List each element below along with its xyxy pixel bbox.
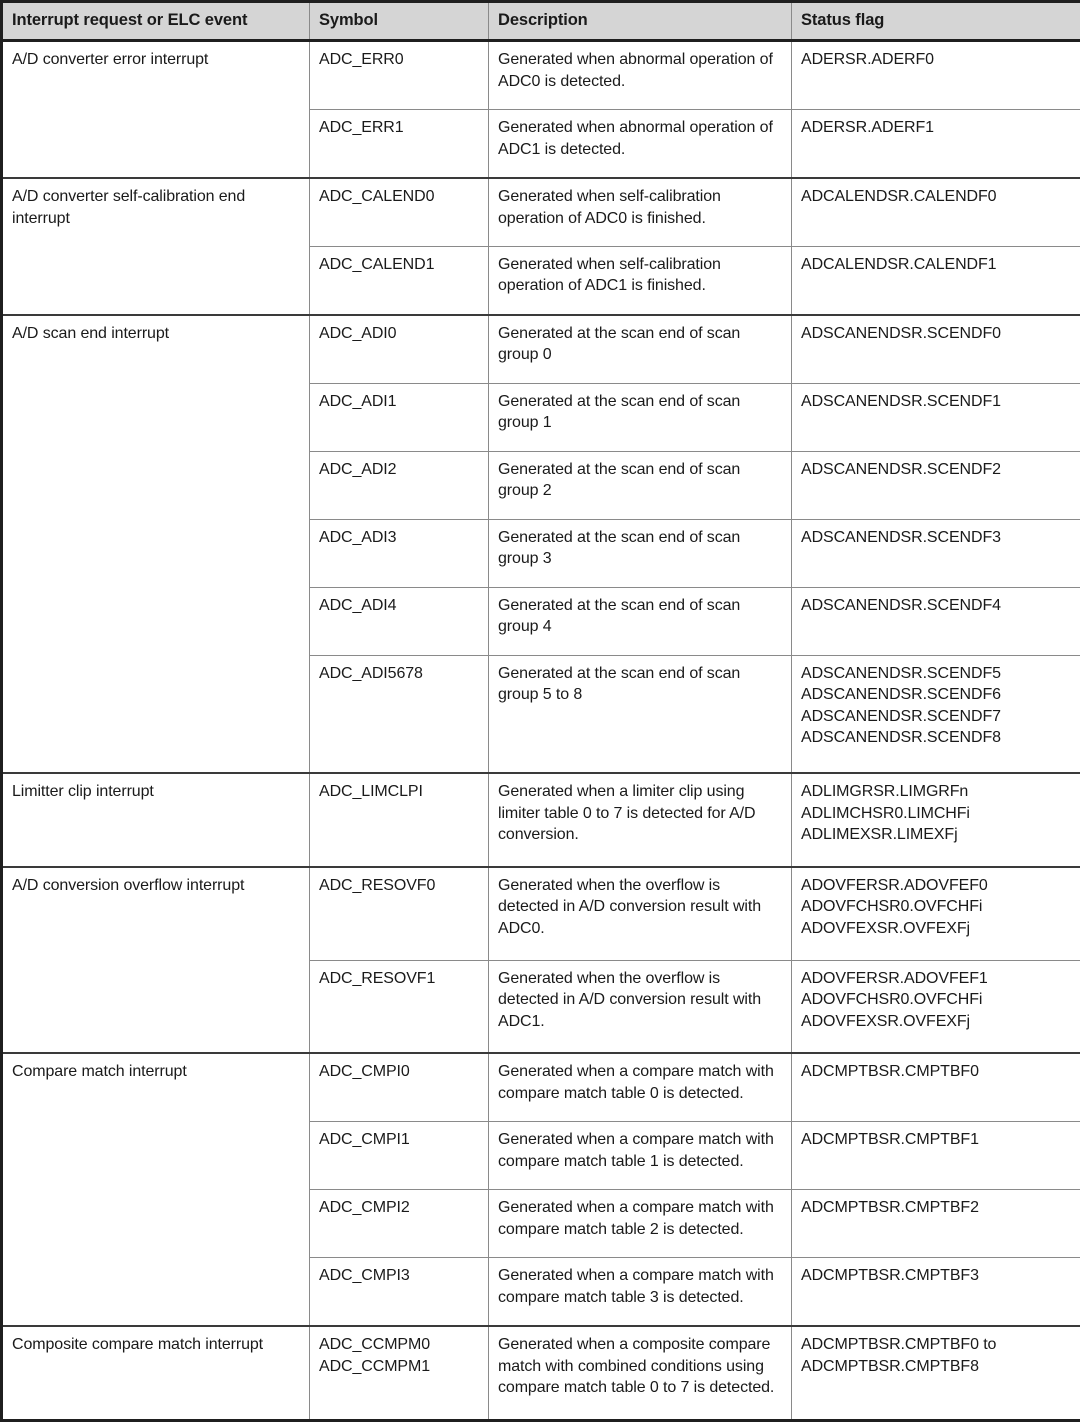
cell-status-flag: ADERSR.ADERF0	[791, 40, 1080, 111]
table-row: ADC_ADI3 Generated at the scan end of sca…	[2, 519, 1080, 588]
table-row: Compare match interrupt ADC_CMPI0 Generate…	[1, 1052, 1080, 1327]
cell-description: Generated at the scan end of scan group …	[488, 383, 792, 452]
cell-symbol: ADC_ADI5678	[309, 655, 489, 774]
cell-description: Generated at the scan end of scan group …	[488, 655, 792, 774]
cell-status-flag: ADSCANENDSR.SCENDF4	[791, 587, 1080, 656]
cell-symbol: ADC_RESOVF0	[309, 865, 489, 961]
column-header-symbol: Symbol	[309, 1, 489, 42]
column-header-status-flag: Status flag	[791, 1, 1080, 42]
cell-symbol: ADC_CMPI1	[309, 1121, 489, 1191]
cell-status-flag: ADCALENDSR.CALENDF1	[791, 246, 1080, 316]
table-row: Composite compare match interrupt ADC_CCM…	[1, 1325, 1080, 1421]
cell-status-flag: ADOVFERSR.ADOVFEF0 ADOVFCHSR0.OVFCHFi ADOV…	[791, 865, 1080, 961]
table-row: ADC_ADI1 Generated at the scan end of sca…	[2, 383, 1080, 452]
cell-status-flag: ADCALENDSR.CALENDF0	[791, 177, 1080, 247]
cell-status-flag: ADCMPTBSR.CMPTBF3	[791, 1257, 1080, 1327]
table-row: ADC_ADI5678 Generated at the scan end of …	[2, 655, 1080, 774]
table-row: A/D converter self-calibration end inter…	[1, 177, 1080, 316]
cell-status-flag: ADOVFERSR.ADOVFEF1 ADOVFCHSR0.OVFCHFi ADOV…	[791, 960, 1080, 1054]
cell-description: Generated when a compare match with comp…	[488, 1052, 792, 1123]
cell-status-flag: ADSCANENDSR.SCENDF3	[791, 519, 1080, 588]
cell-description: Generated when the overflow is detected …	[488, 960, 792, 1054]
cell-status-flag: ADERSR.ADERF1	[791, 109, 1080, 179]
cell-symbol: ADC_CCMPM0 ADC_CCMPM1	[309, 1325, 489, 1421]
cell-symbol: ADC_LIMCLPI	[309, 772, 489, 868]
table-body: A/D converter error interrupt ADC_ERR0 Gen…	[1, 40, 1080, 1421]
cell-description: Generated when self-calibration operatio…	[488, 177, 792, 247]
cell-symbol: ADC_ADI0	[309, 313, 489, 384]
table-row: ADC_ADI2 Generated at the scan end of sca…	[2, 451, 1080, 520]
table-header: Interrupt request or ELC event Symbol De…	[1, 1, 1080, 42]
cell-symbol: ADC_CALEND1	[309, 246, 489, 316]
cell-event: A/D converter self-calibration end inter…	[1, 177, 310, 316]
cell-symbol: ADC_ADI3	[309, 519, 489, 588]
cell-description: Generated at the scan end of scan group …	[488, 519, 792, 588]
column-header-description: Description	[488, 1, 792, 42]
cell-status-flag: ADSCANENDSR.SCENDF1	[791, 383, 1080, 452]
cell-symbol: ADC_CALEND0	[309, 177, 489, 247]
cell-status-flag: ADCMPTBSR.CMPTBF0	[791, 1052, 1080, 1123]
cell-symbol: ADC_ADI1	[309, 383, 489, 452]
column-header-event: Interrupt request or ELC event	[1, 1, 310, 42]
cell-status-flag: ADSCANENDSR.SCENDF2	[791, 451, 1080, 520]
cell-event: A/D converter error interrupt	[1, 40, 310, 179]
cell-description: Generated when a limiter clip using limi…	[488, 772, 792, 868]
cell-status-flag: ADLIMGRSR.LIMGRFn ADLIMCHSR0.LIMCHFi ADLIM…	[791, 772, 1080, 868]
cell-event: A/D scan end interrupt	[1, 313, 310, 774]
cell-status-flag: ADSCANENDSR.SCENDF0	[791, 313, 1080, 384]
table-row: ADC_CMPI2 Generated when a compare match …	[2, 1189, 1080, 1259]
table-row: Limitter clip interrupt ADC_LIMCLPI Genera…	[1, 772, 1080, 868]
table-row: ADC_ERR1 Generated when abnormal operatio…	[2, 109, 1080, 179]
cell-description: Generated at the scan end of scan group …	[488, 313, 792, 384]
table-row: A/D conversion overflow interrupt ADC_RES…	[1, 865, 1080, 1054]
cell-description: Generated when abnormal operation of ADC…	[488, 109, 792, 179]
cell-status-flag: ADCMPTBSR.CMPTBF0 to ADCMPTBSR.CMPTBF8	[791, 1325, 1080, 1421]
cell-description: Generated when a compare match with comp…	[488, 1257, 792, 1327]
cell-status-flag: ADSCANENDSR.SCENDF5 ADSCANENDSR.SCENDF6 AD…	[791, 655, 1080, 774]
cell-symbol: ADC_CMPI2	[309, 1189, 489, 1259]
cell-symbol: ADC_CMPI0	[309, 1052, 489, 1123]
table-row: ADC_CMPI1 Generated when a compare match …	[2, 1121, 1080, 1191]
cell-symbol: ADC_RESOVF1	[309, 960, 489, 1054]
table-row: ADC_ADI4 Generated at the scan end of sca…	[2, 587, 1080, 656]
cell-symbol: ADC_ADI2	[309, 451, 489, 520]
table-row: ADC_RESOVF1 Generated when the overflow i…	[2, 960, 1080, 1054]
header-row: Interrupt request or ELC event Symbol De…	[1, 1, 1080, 42]
cell-description: Generated when the overflow is detected …	[488, 865, 792, 961]
table-row: ADC_CALEND1 Generated when self-calibrati…	[2, 246, 1080, 316]
cell-event: Limitter clip interrupt	[1, 772, 310, 868]
cell-symbol: ADC_ERR0	[309, 40, 489, 111]
cell-description: Generated at the scan end of scan group …	[488, 587, 792, 656]
cell-description: Generated when a compare match with comp…	[488, 1121, 792, 1191]
table-row: A/D converter error interrupt ADC_ERR0 Gen…	[1, 40, 1080, 179]
table-row: A/D scan end interrupt ADC_ADI0 Generated …	[1, 313, 1080, 774]
cell-symbol: ADC_ADI4	[309, 587, 489, 656]
cell-description: Generated when a compare match with comp…	[488, 1189, 792, 1259]
cell-status-flag: ADCMPTBSR.CMPTBF2	[791, 1189, 1080, 1259]
cell-description: Generated when abnormal operation of ADC…	[488, 40, 792, 111]
cell-event: Composite compare match interrupt	[1, 1325, 310, 1421]
cell-description: Generated at the scan end of scan group …	[488, 451, 792, 520]
cell-symbol: ADC_CMPI3	[309, 1257, 489, 1327]
cell-event: A/D conversion overflow interrupt	[1, 865, 310, 1054]
cell-event: Compare match interrupt	[1, 1052, 310, 1327]
cell-description: Generated when self-calibration operatio…	[488, 246, 792, 316]
table-row: ADC_CMPI3 Generated when a compare match …	[2, 1257, 1080, 1327]
cell-symbol: ADC_ERR1	[309, 109, 489, 179]
cell-description: Generated when a composite compare match…	[488, 1325, 792, 1421]
cell-status-flag: ADCMPTBSR.CMPTBF1	[791, 1121, 1080, 1191]
